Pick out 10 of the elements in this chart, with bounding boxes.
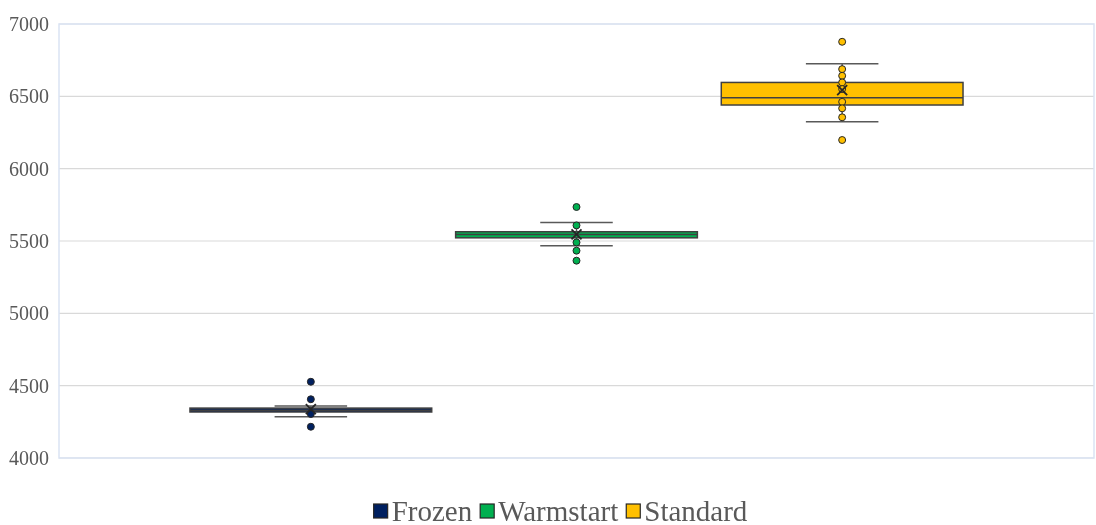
legend-label: Warmstart bbox=[498, 495, 619, 525]
y-tick-label: 5500 bbox=[9, 229, 49, 252]
legend-label: Standard bbox=[644, 495, 748, 525]
y-tick-label: 5000 bbox=[9, 302, 49, 325]
y-tick-label: 4500 bbox=[9, 374, 49, 397]
legend-label: Frozen bbox=[391, 495, 473, 525]
y-tick-label: 7000 bbox=[9, 12, 49, 35]
y-tick-label: 4000 bbox=[9, 446, 49, 469]
y-tick-label: 6500 bbox=[9, 85, 49, 108]
y-tick-label: 6000 bbox=[9, 157, 49, 180]
